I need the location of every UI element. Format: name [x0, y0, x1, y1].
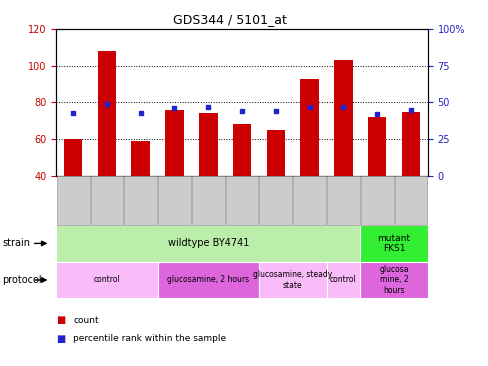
Text: GSM6726: GSM6726	[237, 182, 246, 219]
Text: strain: strain	[2, 238, 30, 249]
Text: GSM6732: GSM6732	[406, 182, 415, 219]
Text: count: count	[73, 316, 99, 325]
Text: control: control	[93, 276, 120, 284]
Text: GSM6715: GSM6715	[170, 182, 179, 219]
Text: glucosa
mine, 2
hours: glucosa mine, 2 hours	[379, 265, 408, 295]
Bar	[266, 130, 285, 176]
Text: glucosamine, 2 hours: glucosamine, 2 hours	[167, 276, 249, 284]
Text: GSM6728: GSM6728	[271, 182, 280, 219]
Text: GSM6712: GSM6712	[102, 182, 111, 219]
Bar	[300, 79, 318, 176]
Bar	[367, 117, 386, 176]
Bar	[64, 139, 82, 176]
Text: protocol: protocol	[2, 275, 42, 285]
Text: GSM6711: GSM6711	[68, 182, 78, 219]
Bar	[199, 113, 217, 176]
Bar	[165, 110, 183, 176]
Text: control: control	[329, 276, 356, 284]
Text: GDS344 / 5101_at: GDS344 / 5101_at	[173, 13, 286, 26]
Text: percentile rank within the sample: percentile rank within the sample	[73, 334, 226, 343]
Text: mutant
FKS1: mutant FKS1	[377, 234, 410, 253]
Text: GSM6717: GSM6717	[203, 182, 212, 219]
Bar	[333, 60, 352, 176]
Text: GSM6731: GSM6731	[372, 182, 381, 219]
Bar	[232, 124, 251, 176]
Bar	[131, 141, 150, 176]
Text: GSM6729: GSM6729	[305, 182, 313, 219]
Bar	[98, 51, 116, 176]
Text: ■: ■	[56, 333, 65, 344]
Text: glucosamine, steady
state: glucosamine, steady state	[253, 270, 332, 290]
Text: GSM6713: GSM6713	[136, 182, 145, 219]
Text: wildtype BY4741: wildtype BY4741	[167, 238, 248, 249]
Bar	[401, 112, 419, 176]
Text: ■: ■	[56, 315, 65, 325]
Text: GSM6730: GSM6730	[338, 182, 347, 219]
